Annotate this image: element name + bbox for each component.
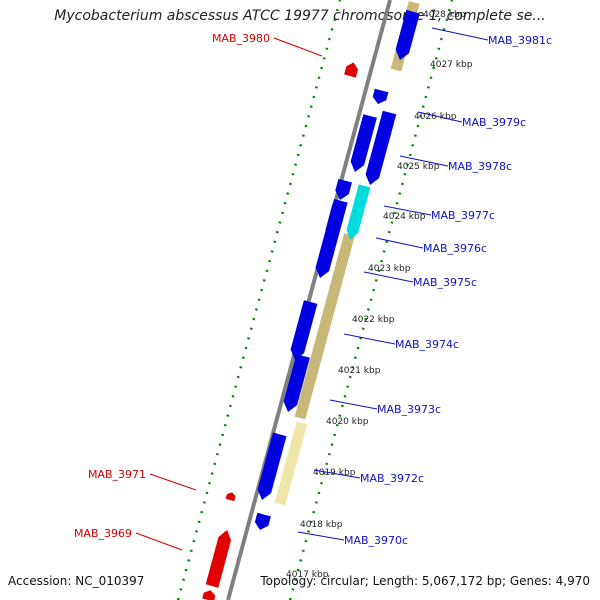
map-title: Mycobacterium abscessus ATCC 19977 chrom… — [54, 8, 546, 24]
reverse-gene-label[interactable]: MAB_3974c — [395, 338, 459, 351]
scale-tick-label: 4022 kbp — [352, 315, 395, 325]
accession-text: Accession: NC_010397 — [8, 574, 145, 588]
scale-tick-label: 4028 kbp — [423, 10, 466, 20]
cds-track-segment — [274, 421, 308, 506]
forward-gene-arrow[interactable] — [225, 492, 236, 502]
reverse-gene-arrow[interactable] — [254, 512, 271, 530]
reverse-gene-arrow[interactable] — [283, 354, 310, 412]
reverse-gene-label[interactable]: MAB_3978c — [448, 160, 512, 173]
gene-leader-line — [273, 37, 323, 57]
forward-gene-arrow[interactable] — [344, 62, 358, 78]
scale-tick-label: 4019 kbp — [313, 468, 356, 478]
gene-leader-line — [363, 271, 414, 283]
gene-leader-line — [149, 473, 197, 491]
scale-tick-label: 4018 kbp — [300, 520, 343, 530]
reverse-gene-label[interactable]: MAB_3972c — [360, 472, 424, 485]
forward-scale-dots — [176, 0, 342, 600]
gene-leader-line — [417, 111, 463, 123]
reverse-gene-label[interactable]: MAB_3979c — [462, 116, 526, 129]
reverse-gene-arrow[interactable] — [335, 178, 352, 200]
forward-gene-label[interactable]: MAB_3969 — [74, 527, 132, 540]
scale-tick-label: 4025 kbp — [397, 162, 440, 172]
forward-gene-label[interactable]: MAB_3971 — [88, 468, 146, 481]
scale-tick-label: 4027 kbp — [430, 60, 473, 70]
reverse-gene-arrow[interactable] — [257, 432, 287, 501]
reverse-gene-arrow[interactable] — [290, 300, 318, 360]
gene-leader-line — [375, 237, 424, 249]
forward-gene-arrow[interactable] — [205, 530, 231, 588]
forward-gene-label[interactable]: MAB_3980 — [212, 32, 270, 45]
reverse-gene-arrow[interactable] — [395, 9, 420, 60]
genome-summary-text: Topology: circular; Length: 5,067,172 bp… — [260, 574, 590, 588]
reverse-gene-label[interactable]: MAB_3975c — [413, 276, 477, 289]
highlighted-gene-arrow[interactable] — [346, 184, 371, 240]
gene-leader-line — [135, 532, 183, 551]
reverse-gene-label[interactable]: MAB_3977c — [431, 209, 495, 222]
genome-axis-line — [226, 0, 392, 600]
gene-leader-line — [383, 205, 432, 216]
scale-tick-label: 4020 kbp — [326, 417, 369, 427]
gene-leader-line — [343, 333, 396, 345]
gene-leader-line — [313, 469, 361, 479]
reverse-gene-arrow[interactable] — [365, 110, 397, 185]
cds-track-segment — [294, 233, 355, 420]
scale-tick-label: 4026 kbp — [414, 112, 457, 122]
reverse-gene-label[interactable]: MAB_3970c — [344, 534, 408, 547]
gene-leader-line — [399, 155, 449, 167]
reverse-gene-arrow[interactable] — [325, 203, 347, 240]
gene-leader-line — [297, 531, 345, 541]
scale-tick-label: 4017 kbp — [286, 570, 329, 580]
scale-tick-label: 4023 kbp — [368, 264, 411, 274]
reverse-gene-label[interactable]: MAB_3973c — [377, 403, 441, 416]
reverse-gene-label[interactable]: MAB_3976c — [423, 242, 487, 255]
reverse-gene-arrow[interactable] — [372, 88, 389, 104]
forward-gene-arrow[interactable] — [202, 590, 216, 600]
gene-leader-line — [431, 27, 489, 41]
reverse-scale-dots — [288, 0, 454, 600]
reverse-gene-arrow[interactable] — [350, 114, 377, 172]
scale-tick-label: 4021 kbp — [338, 366, 381, 376]
scale-tick-label: 4024 kbp — [383, 212, 426, 222]
reverse-gene-label[interactable]: MAB_3981c — [488, 34, 552, 47]
gene-leader-line — [329, 399, 378, 410]
